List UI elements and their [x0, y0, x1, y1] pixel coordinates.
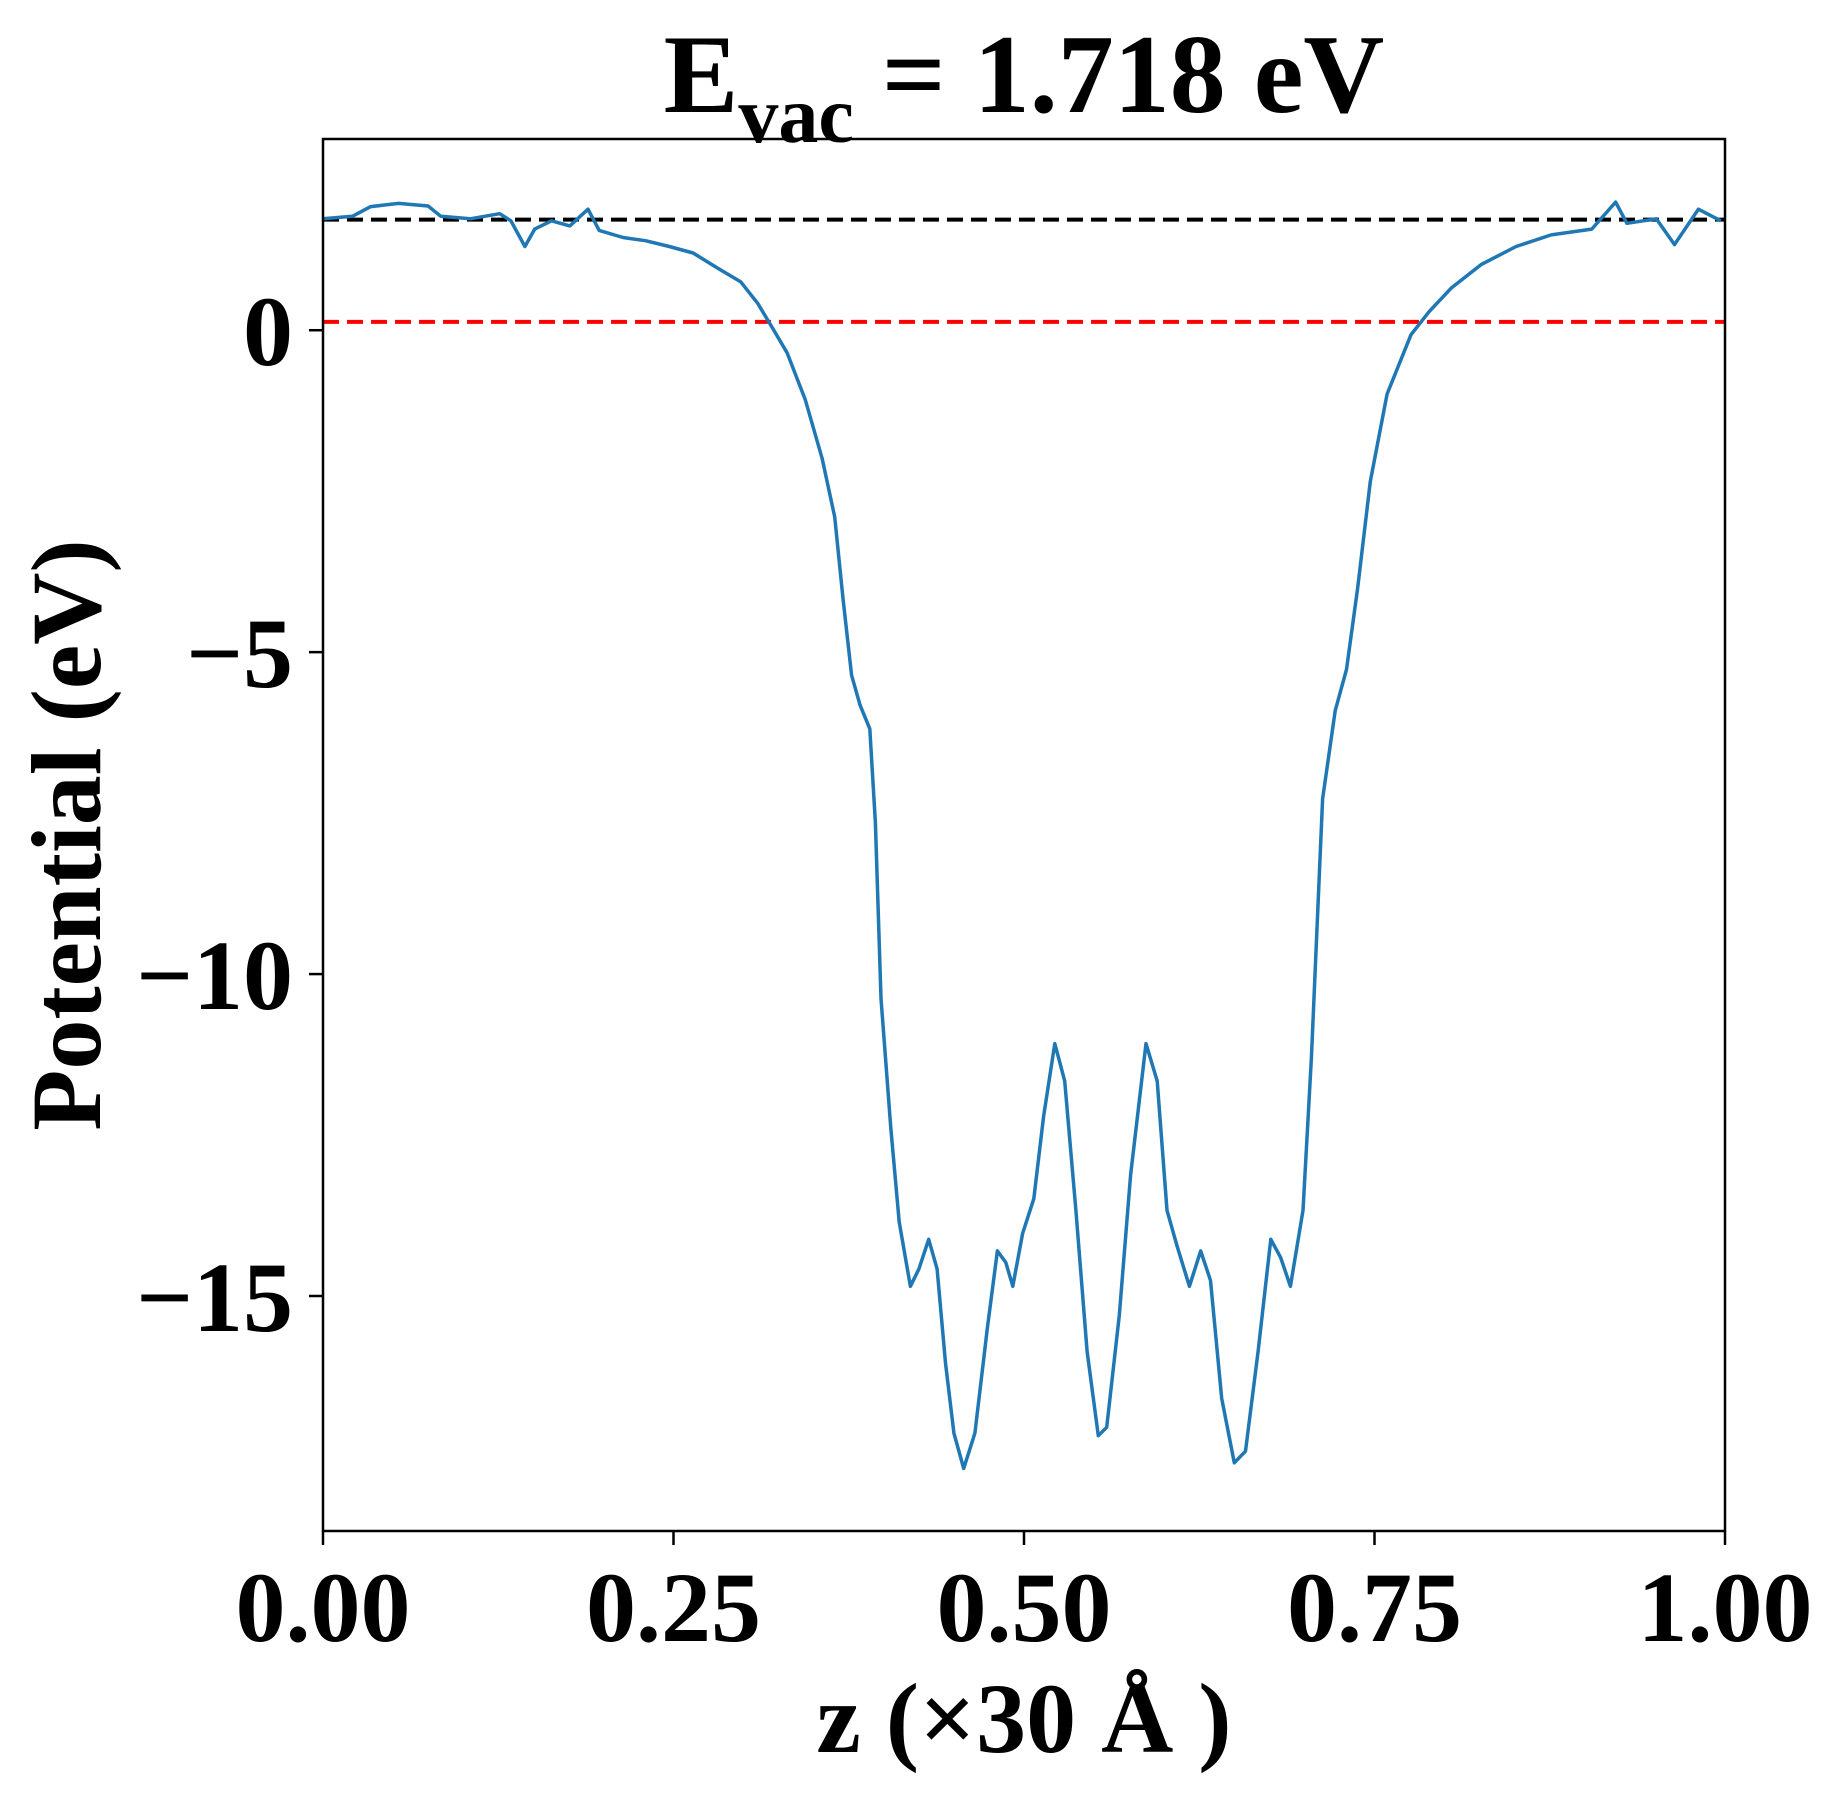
y-tick-label: −5 — [186, 598, 293, 709]
x-tick-label: 0.00 — [236, 1552, 411, 1663]
x-tick-label: 1.00 — [1638, 1552, 1813, 1663]
title-rest: = 1.718 eV — [854, 13, 1384, 137]
y-tick-label: −10 — [136, 920, 293, 1031]
plot-frame — [321, 137, 1727, 1533]
title-sub: vac — [738, 72, 854, 160]
chart-title: Evac = 1.718 eV — [664, 13, 1385, 160]
y-axis-label: Potential (eV) — [11, 539, 122, 1130]
y-tick-label: −15 — [136, 1242, 293, 1353]
data-line — [322, 200, 1722, 1471]
x-tick-label: 0.75 — [1287, 1552, 1462, 1663]
x-tick-label: 0.25 — [586, 1552, 761, 1663]
y-tick-label: 0 — [243, 276, 293, 387]
title-main: E — [664, 13, 739, 137]
x-axis-label: z (×30 Å ) — [816, 1663, 1231, 1774]
x-tick-label: 0.50 — [937, 1552, 1112, 1663]
